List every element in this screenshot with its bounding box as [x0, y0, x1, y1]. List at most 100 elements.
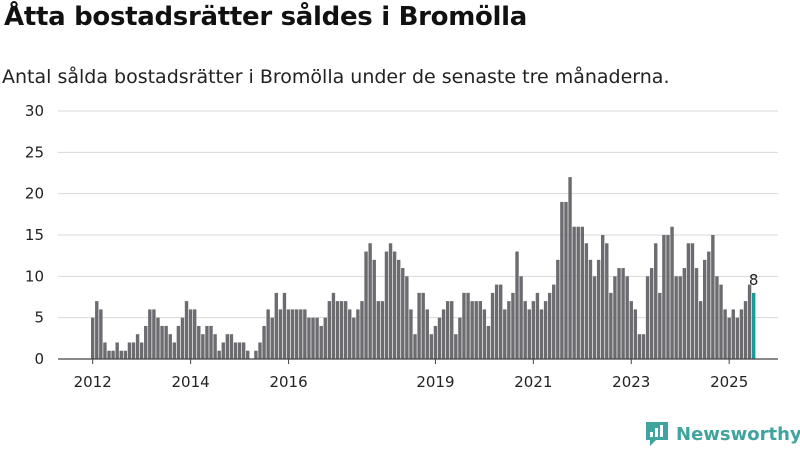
bar [266, 309, 270, 359]
x-tick-label: 2023 [612, 373, 650, 391]
bar [348, 309, 352, 359]
bar [694, 268, 699, 359]
bar [401, 268, 405, 359]
y-tick-label: 0 [34, 350, 44, 368]
bar [164, 325, 168, 359]
bar [515, 251, 519, 359]
bar [160, 325, 164, 359]
bar [637, 334, 642, 359]
x-tick-label: 2019 [416, 373, 454, 391]
y-tick-label: 5 [34, 309, 44, 327]
bar [372, 259, 376, 359]
x-axis: 2012 2014 2016 2019 2021 2023 2025 [58, 358, 778, 391]
bar [490, 292, 495, 359]
y-axis: 0 5 10 15 20 25 30 [25, 102, 44, 368]
bar [380, 301, 385, 359]
bar [241, 342, 246, 359]
bar [601, 235, 605, 359]
bar [629, 301, 633, 359]
bar [731, 309, 735, 359]
bar [188, 309, 193, 359]
bar [148, 309, 152, 359]
bar [144, 325, 148, 359]
bar [376, 301, 380, 359]
bar [470, 301, 474, 359]
bar [482, 309, 487, 359]
bar [152, 309, 156, 359]
bar [486, 325, 491, 359]
bar [205, 325, 209, 359]
bar [552, 284, 556, 359]
bar [507, 301, 511, 359]
bar [397, 259, 401, 359]
bar [405, 276, 409, 359]
bar [388, 243, 393, 359]
bar [356, 309, 360, 359]
bar [131, 342, 136, 359]
y-tick-label: 10 [25, 267, 44, 285]
bar [621, 268, 625, 359]
bar [217, 350, 221, 359]
bar [392, 251, 397, 359]
gridlines [58, 110, 778, 360]
bar [543, 301, 548, 359]
bar [711, 235, 715, 359]
bar [221, 342, 225, 359]
bar [111, 350, 115, 359]
bar [445, 301, 450, 359]
x-tick-label: 2016 [269, 373, 307, 391]
bar [633, 309, 638, 359]
bar [690, 243, 695, 359]
x-tick-label: 2012 [74, 373, 112, 391]
bar [494, 284, 499, 359]
y-tick-label: 25 [25, 143, 44, 161]
bar [523, 301, 527, 359]
bar [617, 268, 621, 359]
bar [311, 317, 315, 359]
bar [564, 201, 568, 359]
bar [258, 342, 262, 359]
bar [478, 301, 482, 359]
bar [135, 334, 140, 359]
highlight-value-label: 8 [749, 271, 759, 289]
y-tick-label: 20 [25, 185, 44, 203]
bar [335, 301, 340, 359]
bar [441, 309, 446, 359]
bar [290, 309, 295, 359]
bar [339, 301, 344, 359]
bar [262, 325, 266, 359]
bar [233, 342, 238, 359]
bar [682, 268, 686, 359]
bar [588, 259, 593, 359]
bar [197, 325, 201, 359]
bar [613, 276, 617, 359]
bar [421, 292, 425, 359]
bar-highlight [751, 292, 756, 359]
bar [466, 292, 470, 359]
bar [580, 226, 584, 359]
x-tick-label: 2014 [172, 373, 210, 391]
bar [184, 301, 189, 359]
bar [327, 301, 332, 359]
bar [462, 292, 466, 359]
bar [103, 342, 107, 359]
bar [180, 317, 185, 359]
chart-subtitle: Antal sålda bostadsrätter i Bromölla und… [2, 66, 670, 88]
bar [319, 325, 323, 359]
newsworthy-logo: Newsworthy [644, 420, 800, 448]
bar [437, 317, 442, 359]
bar [413, 334, 417, 359]
bar [674, 276, 678, 359]
bar [123, 350, 128, 359]
bar [95, 301, 99, 359]
bar [735, 317, 740, 359]
bar [686, 243, 691, 359]
bar [511, 292, 515, 359]
bar [572, 226, 576, 359]
bar [417, 292, 421, 359]
bar [658, 292, 662, 359]
bar [715, 276, 719, 359]
bar [270, 317, 274, 359]
bar [625, 276, 629, 359]
